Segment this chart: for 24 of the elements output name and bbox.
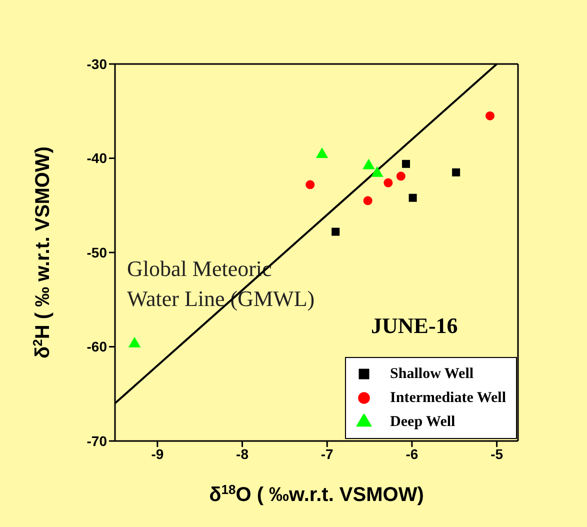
y-tick-label: -40 [86, 150, 108, 166]
point [452, 168, 460, 176]
y-tick-label: -70 [86, 432, 108, 449]
legend-label: Deep Well [390, 414, 456, 430]
point [363, 196, 372, 206]
y-tick-label: -60 [86, 338, 108, 355]
x-tick-label: -5 [490, 446, 504, 462]
point [485, 111, 495, 120]
y-tick-label: -30 [86, 56, 108, 72]
x-tick-label: -9 [151, 446, 164, 462]
x-axis-title: δ$^{18}$O ( ‰w.r.t. VSMOW) [209, 482, 424, 506]
point [332, 228, 340, 236]
point [408, 194, 417, 202]
legend-label: Intermediate Well [390, 390, 506, 406]
x-tick-label: -8 [236, 446, 249, 462]
y-tick-label: -50 [86, 244, 108, 260]
x-tick-label: -6 [406, 446, 418, 462]
point [384, 178, 393, 188]
legend-label: Shallow Well [390, 366, 474, 382]
point [402, 160, 410, 168]
point [306, 180, 315, 190]
x-tick-label: -7 [320, 446, 334, 462]
point [396, 172, 406, 181]
annotation: JUNE-16 [371, 313, 458, 338]
